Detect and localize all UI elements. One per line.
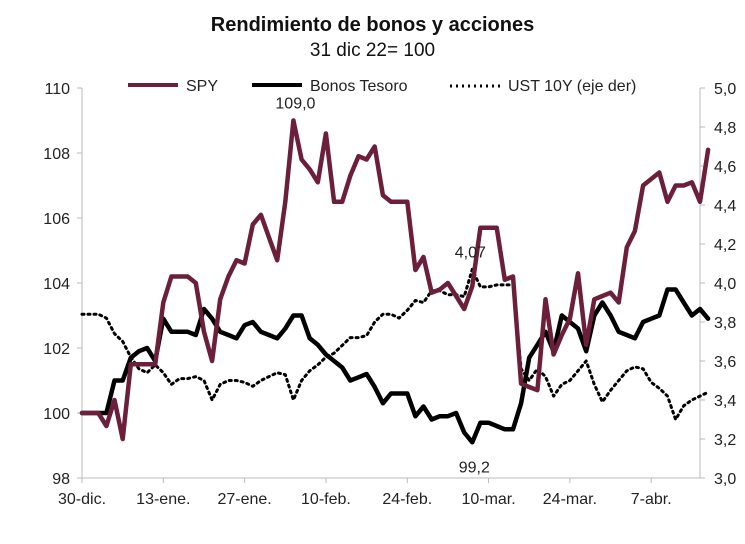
chart-subtitle: 31 dic 22= 100 <box>309 40 436 61</box>
x-tick-label: 10-feb. <box>301 491 351 508</box>
series-lines <box>79 118 711 445</box>
y-right-tick-label: 4,4 <box>714 198 736 215</box>
data-label-annotation: 4,07 <box>455 244 486 261</box>
y-right-tick-label: 3,6 <box>714 354 736 371</box>
data-label-annotation: 99,2 <box>459 459 490 476</box>
x-tick-label: 10-mar. <box>461 491 515 508</box>
x-tick-label: 7-abr. <box>631 491 672 508</box>
y-right-tick-label: 3,2 <box>714 432 736 449</box>
y-right-tick-label: 3,8 <box>714 315 736 332</box>
y-right-tick-label: 3,4 <box>714 393 736 410</box>
y-right-tick-label: 4,2 <box>714 237 736 254</box>
y-right-tick-label: 4,8 <box>714 120 736 137</box>
y-left-tick-label: 106 <box>43 211 70 228</box>
legend-label-spy: SPY <box>186 78 218 95</box>
legend-label-bonos: Bonos Tesoro <box>310 78 408 95</box>
x-tick-label: 27-ene. <box>217 491 271 508</box>
series-line-ust-10y <box>80 267 710 421</box>
y-right-tick-label: 3,0 <box>714 471 736 488</box>
y-left-tick-label: 102 <box>43 341 70 358</box>
y-right-tick-label: 4,0 <box>714 276 736 293</box>
x-tick-label: 13-ene. <box>136 491 190 508</box>
y-right-tick-label: 4,6 <box>714 159 736 176</box>
annotations: 109,0 4,07 99,2 <box>275 96 490 477</box>
y-left-tick-label: 104 <box>43 276 70 293</box>
y-left-tick-label: 100 <box>43 406 70 423</box>
y-right-tick-label: 5,0 <box>714 81 736 98</box>
y-left-tick-label: 110 <box>44 81 70 98</box>
axes: 98 100 102 104 106 108 110 3,0 3,2 3,4 3,6 3,8 4,0 4,… <box>43 81 736 508</box>
chart-title: Rendimiento de bonos y acciones <box>210 14 535 36</box>
y-left-tick-label: 108 <box>43 146 70 163</box>
x-tick-label: 30-dic. <box>58 491 106 508</box>
legend: SPY Bonos Tesoro UST 10Y (eje der) <box>128 78 636 95</box>
legend-label-ust: UST 10Y (eje der) <box>508 78 636 95</box>
data-label-annotation: 109,0 <box>275 96 315 113</box>
series-line-spy <box>79 118 711 442</box>
y-left-tick-label: 98 <box>52 471 70 488</box>
x-tick-label: 24-feb. <box>382 491 432 508</box>
x-tick-label: 24-mar. <box>543 491 597 508</box>
series-line-bonos-tesoro <box>79 287 711 445</box>
